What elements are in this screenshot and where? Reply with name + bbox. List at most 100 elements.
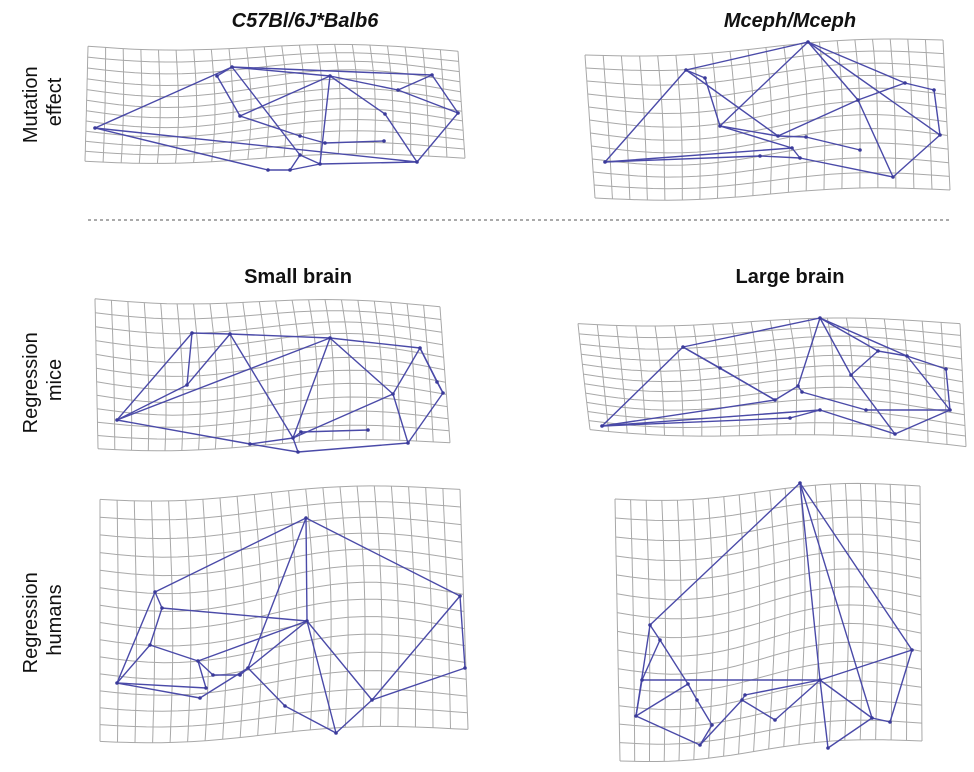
landmark-point [383,112,387,116]
landmark-link [685,41,809,71]
landmark-link [659,639,689,685]
landmark-point [391,392,395,396]
landmark-link [431,74,459,114]
grid-row-line [577,317,961,327]
landmark-point [238,673,242,677]
grid-column-line [457,51,466,159]
landmark-link [807,41,859,101]
landmark-link [945,368,951,411]
grid-column-line [242,302,252,447]
grid-column-line [765,47,773,195]
landmark-link [116,591,156,684]
grid-column-line [168,500,174,743]
landmark-link [894,409,951,435]
grid-column-line [639,55,648,201]
grid-column-line [919,485,923,742]
row-label-regression-humans: Regression humans [20,567,66,674]
landmark-link [305,517,308,622]
grid-column-line [693,324,703,437]
landmark-link [889,649,913,723]
landmark-point [648,623,652,627]
grid-column-line [373,301,384,440]
landmark-wireframe [603,40,942,179]
landmark-point [905,354,909,358]
landmark-link [239,115,301,137]
grid-column-line [602,55,613,199]
grid-column-line [357,300,367,440]
landmark-link [306,620,337,734]
grid-row-line [95,310,441,320]
landmark-link [696,699,713,726]
row-label-humans-line2: humans [44,584,66,655]
grid-row-line [99,725,469,744]
grid-row-line [594,187,951,201]
landmark-link [116,682,201,699]
landmark-link [292,337,331,439]
grid-row-line [614,482,921,501]
grid-column-line [116,500,119,743]
landmark-link [601,399,776,427]
grid-row-line [95,332,443,349]
grid-column-line [288,490,298,732]
grid-row-line [85,130,464,147]
grid-row-line [97,439,451,452]
landmark-link [601,346,684,427]
landmark-link [699,699,743,746]
landmark-link [649,482,801,626]
grid-column-line [263,46,270,159]
title-small-brain: Small brain [244,266,352,288]
landmark-link [216,66,233,77]
landmark-link [857,99,894,178]
grid-column-line [138,49,143,164]
landmark-link [284,705,337,734]
grid-row-line [616,550,921,581]
landmark-point [932,88,936,92]
landmark-link [777,99,859,137]
grid-row-line [86,108,463,129]
landmark-link [319,161,418,165]
landmark-link [649,624,661,641]
landmark-link [759,155,801,159]
landmark-point [370,698,374,702]
grid-column-line [889,484,893,741]
landmark-point [283,704,287,708]
grid-column-line [577,323,591,430]
landmark-wireframe [600,316,952,436]
grid-column-line [84,46,89,162]
grid-column-line [258,301,269,445]
landmark-link [397,74,433,91]
landmark-point [686,682,690,686]
landmark-link [186,333,231,386]
landmark-link [819,317,852,376]
landmark-link [850,374,896,435]
landmark-point [798,156,802,160]
landmark-link [292,437,299,453]
grid-row-line [84,153,466,164]
grid-row-line [99,501,461,521]
grid-column-line [661,500,667,762]
landmark-point [204,686,208,690]
landmark-point [148,643,152,647]
landmark-wireframe [93,65,460,172]
panel-mutation-c57bl [84,43,466,172]
landmark-link [319,75,331,165]
landmark-point [634,714,638,718]
landmark-point [115,418,119,422]
landmark-wireframe [634,481,914,750]
grid-row-line [99,707,468,728]
row-label-mice-line1: Regression [20,332,42,433]
grid-column-line [711,52,719,199]
grid-column-line [404,46,412,156]
grid-column-line [423,305,434,442]
grid-column-line [156,49,161,164]
grid-row-line [87,69,460,87]
landmark-link [741,699,776,721]
grid-row-line [617,586,921,620]
landmark-link [197,660,214,676]
row-label-mutation-line2: effect [44,77,66,126]
landmark-link [324,140,385,144]
grid-column-line [693,54,701,200]
grid-column-line [654,325,665,436]
grid-column-line [193,303,201,450]
grid-column-line [788,319,798,435]
